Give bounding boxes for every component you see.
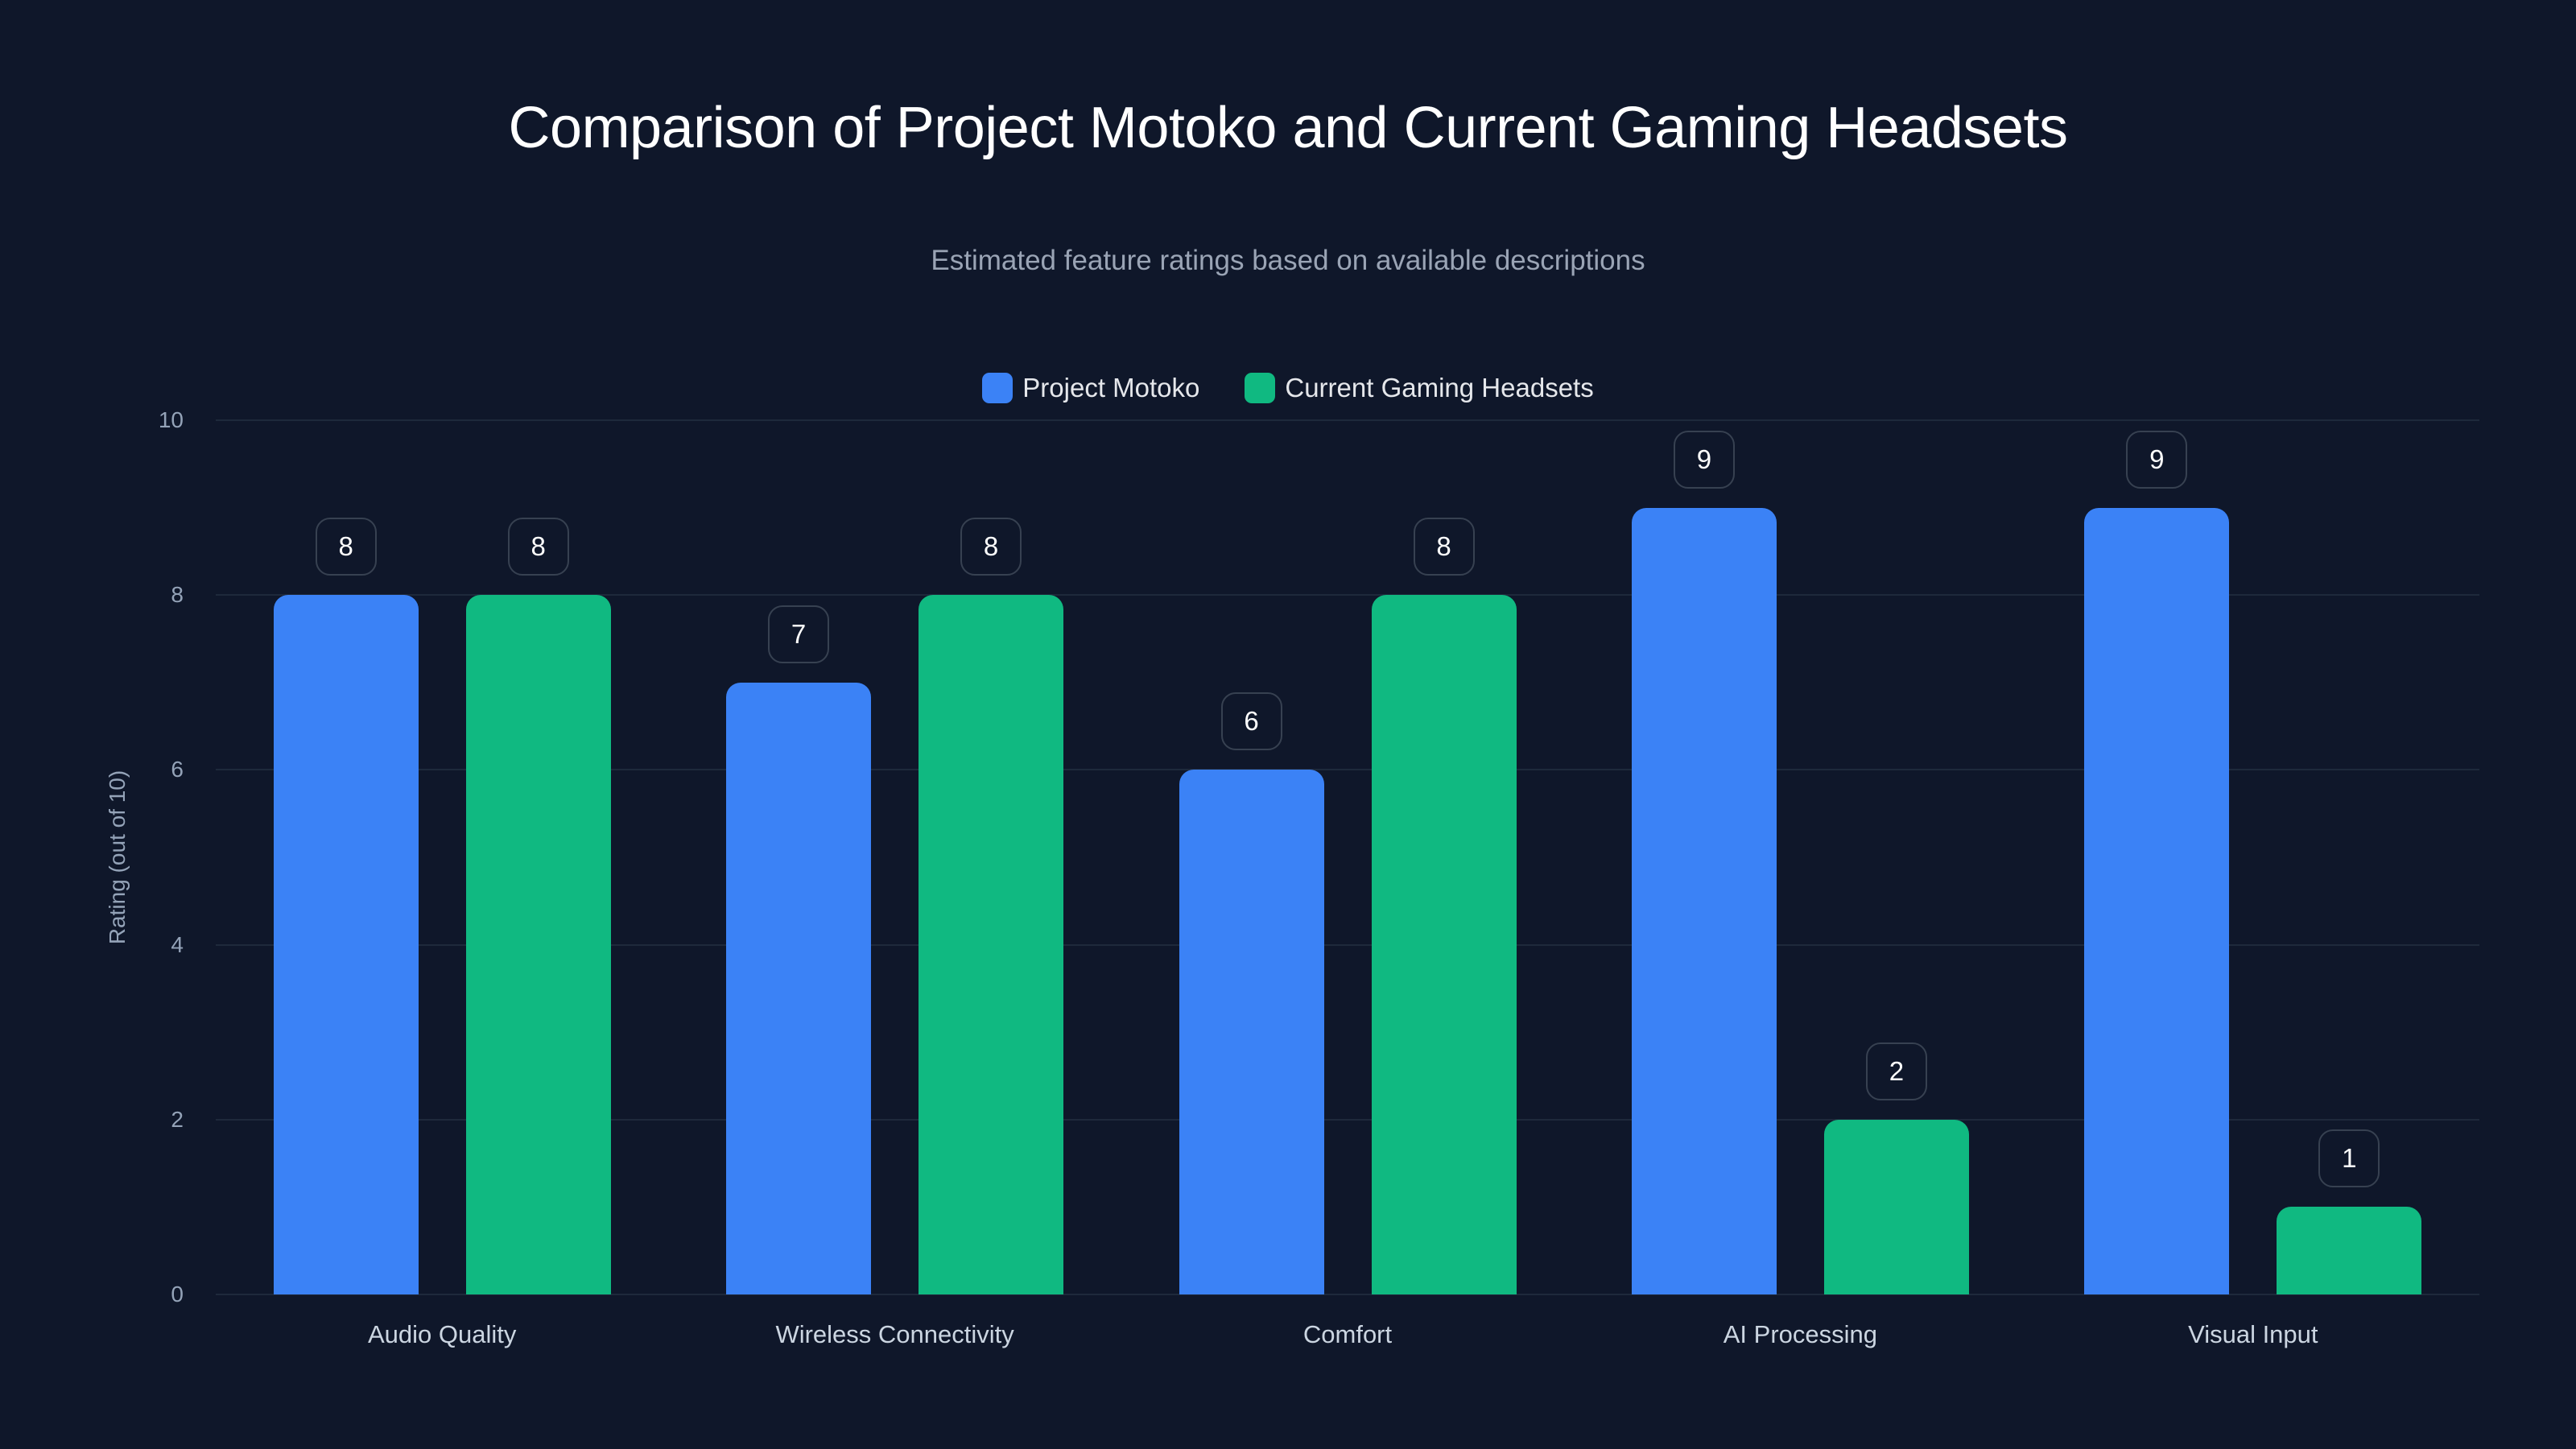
value-label: 9 [2126, 430, 2188, 489]
legend: Project Motoko Current Gaming Headsets [0, 373, 2576, 403]
x-tick-label: Visual Input [2188, 1320, 2318, 1348]
y-tick-label: 6 [171, 757, 184, 782]
legend-item-current-gaming-headsets[interactable]: Current Gaming Headsets [1245, 373, 1594, 403]
gridline [216, 419, 2479, 421]
value-label: 7 [768, 605, 830, 663]
value-label: 1 [2318, 1129, 2380, 1188]
chart-title: Comparison of Project Motoko and Current… [508, 96, 2068, 160]
bar-current-gaming-headsets[interactable] [1371, 595, 1517, 1294]
value-label: 8 [315, 518, 377, 576]
value-label: 9 [1673, 430, 1735, 489]
gridline [216, 943, 2479, 946]
y-tick-label: 4 [171, 931, 184, 957]
y-tick-label: 0 [171, 1282, 184, 1307]
chart-subtitle: Estimated feature ratings based on avail… [931, 245, 1645, 276]
bar-project-motoko[interactable] [1631, 507, 1777, 1294]
y-axis-label: Rating (out of 10) [105, 770, 130, 945]
bar-current-gaming-headsets[interactable] [1823, 1119, 1969, 1294]
y-tick-label: 8 [171, 582, 184, 608]
gridline [216, 769, 2479, 771]
legend-item-project-motoko[interactable]: Project Motoko [982, 373, 1199, 403]
y-tick-label: 2 [171, 1106, 184, 1132]
gridline [216, 1118, 2479, 1121]
legend-label: Current Gaming Headsets [1285, 373, 1594, 402]
value-label: 2 [1865, 1042, 1927, 1100]
x-tick-label: AI Processing [1723, 1320, 1878, 1348]
bar-current-gaming-headsets[interactable] [2277, 1207, 2422, 1294]
bar-current-gaming-headsets[interactable] [465, 595, 611, 1294]
legend-swatch-blue [982, 373, 1013, 403]
value-label: 8 [507, 518, 569, 576]
bar-project-motoko[interactable] [273, 595, 419, 1294]
bar-project-motoko[interactable] [726, 682, 872, 1294]
y-tick-label: 10 [158, 407, 184, 432]
legend-label: Project Motoko [1022, 373, 1200, 402]
plot-area: 0 2 4 6 8 10 8 8 7 8 6 8 9 2 9 1 [159, 407, 2479, 1307]
bar-project-motoko[interactable] [1179, 770, 1324, 1294]
legend-swatch-green [1245, 373, 1276, 403]
x-tick-label: Wireless Connectivity [775, 1320, 1014, 1348]
gridline [216, 1294, 2479, 1295]
bar-project-motoko[interactable] [2084, 507, 2230, 1294]
value-label: 8 [1413, 518, 1475, 576]
value-label: 6 [1220, 692, 1282, 751]
x-tick-label: Comfort [1302, 1320, 1393, 1348]
gridline [216, 594, 2479, 597]
bar-current-gaming-headsets[interactable] [919, 595, 1064, 1294]
x-tick-label: Audio Quality [367, 1320, 517, 1348]
value-label: 8 [960, 518, 1022, 576]
